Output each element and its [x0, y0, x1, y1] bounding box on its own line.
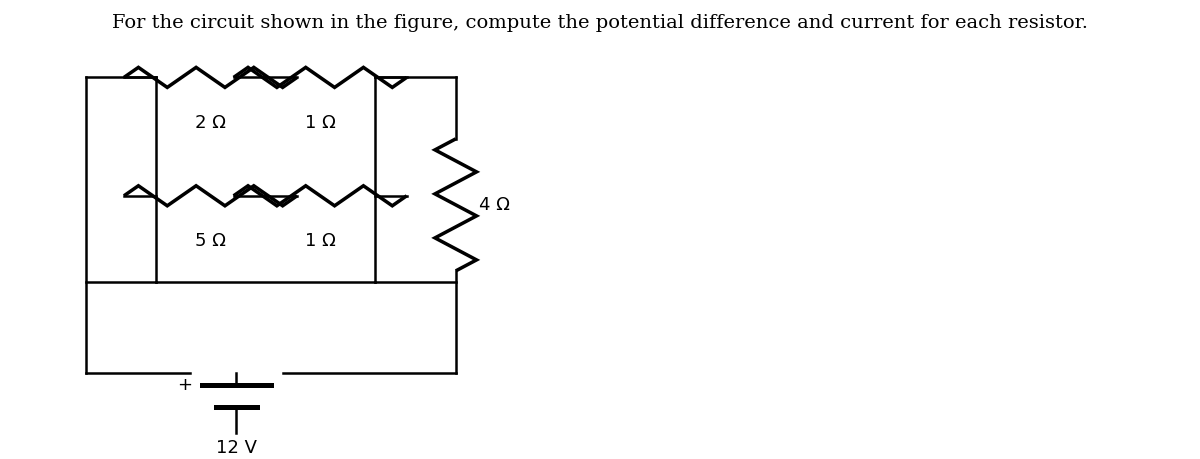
- Text: 4 Ω: 4 Ω: [479, 196, 510, 214]
- Text: 12 V: 12 V: [216, 439, 257, 458]
- Text: 5 Ω: 5 Ω: [196, 232, 226, 250]
- Text: 1 Ω: 1 Ω: [305, 114, 336, 132]
- Text: For the circuit shown in the figure, compute the potential difference and curren: For the circuit shown in the figure, com…: [112, 14, 1088, 32]
- Text: 1 Ω: 1 Ω: [305, 232, 336, 250]
- Text: 2 Ω: 2 Ω: [196, 114, 226, 132]
- Text: +: +: [178, 376, 192, 394]
